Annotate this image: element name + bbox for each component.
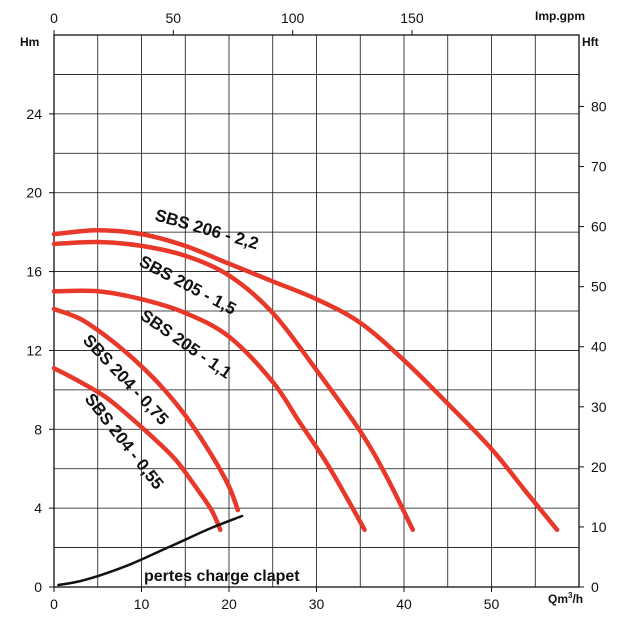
x-top-tick-label: 100 [281, 10, 305, 26]
curve-label-sbs-205-1-1: SBS 205 - 1,1 [137, 306, 235, 383]
axis-ticks: 0 10 20 30 40 50 0 50 100 150 0 4 8 12 16 20 24 0 10 20 30 40… [26, 10, 606, 612]
y-left-tick-label: 16 [26, 264, 42, 280]
y-right-tick-label: 10 [591, 519, 607, 535]
y-right-unit-label: Hft [582, 35, 599, 49]
y-right-tick-label: 50 [591, 279, 607, 295]
pump-curves [51, 227, 560, 587]
loss-curve-label: pertes charge clapet [144, 568, 300, 585]
pump-curve-sbs-205-1-1 [51, 288, 367, 533]
y-right-tick-label: 70 [591, 159, 607, 175]
pump-curve-sbs-205-1-5 [51, 239, 416, 533]
y-right-tick-label: 80 [591, 98, 607, 114]
check-valve-loss-curve [57, 514, 244, 587]
y-left-tick-label: 4 [34, 500, 42, 516]
y-right-tick-label: 60 [591, 219, 607, 235]
y-left-tick-label: 12 [26, 342, 42, 358]
x-bottom-unit-label: Qm3/h [548, 591, 583, 606]
x-top-unit-label: Imp.gpm [535, 9, 585, 23]
pump-curve-sbs-204-0-55 [51, 365, 223, 533]
x-bottom-tick-label: 10 [134, 596, 150, 612]
x-bottom-tick-label: 30 [309, 596, 325, 612]
y-left-tick-label: 8 [34, 421, 42, 437]
y-left-tick-label: 0 [34, 579, 42, 595]
y-right-tick-label: 40 [591, 339, 607, 355]
x-top-tick-label: 50 [166, 10, 182, 26]
x-bottom-tick-label: 0 [50, 596, 58, 612]
x-bottom-tick-label: 40 [396, 596, 412, 612]
y-right-tick-label: 0 [591, 579, 599, 595]
y-left-tick-label: 20 [26, 185, 42, 201]
y-left-tick-label: 24 [26, 106, 42, 122]
curve-label-sbs-206-2-2: SBS 206 - 2,2 [153, 206, 261, 254]
y-left-unit-label: Hm [20, 35, 39, 49]
pump-curve-sbs-204-0-75 [51, 306, 241, 513]
pump-curve-sbs-206-2-2 [51, 227, 560, 533]
y-right-tick-label: 20 [591, 459, 607, 475]
x-top-tick-label: 150 [400, 10, 424, 26]
x-top-tick-label: 0 [50, 10, 58, 26]
x-bottom-tick-label: 20 [221, 596, 237, 612]
x-bottom-tick-label: 50 [484, 596, 500, 612]
y-right-tick-label: 30 [591, 399, 607, 415]
grid [54, 35, 579, 587]
